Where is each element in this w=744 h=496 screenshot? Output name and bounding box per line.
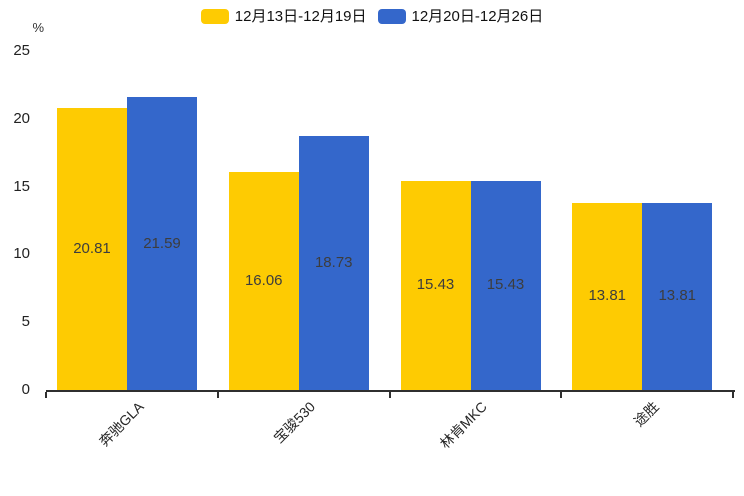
bar-value-label: 15.43: [486, 276, 525, 294]
x-axis-tick: [560, 392, 563, 398]
y-axis-tick-label: 10: [13, 245, 30, 263]
bar-value-label: 21.59: [143, 234, 181, 252]
legend: 12月13日-12月19日 12月20日-12月26日: [0, 8, 744, 25]
y-axis-tick-label: 15: [13, 177, 30, 195]
bar-value-label: 16.06: [244, 272, 283, 290]
bar-林肯MKC-series-1: 15.43: [400, 180, 471, 390]
bar-林肯MKC-series-2: 15.43: [470, 180, 541, 390]
x-axis-tick: [45, 392, 47, 398]
bar-奔驰GLA-series-2: 21.59: [127, 97, 197, 390]
bar-奔驰GLA-series-1: 20.81: [57, 107, 127, 390]
x-axis-tick: [732, 392, 734, 398]
legend-label: 12月13日-12月19日: [234, 8, 367, 25]
bar-value-label: 20.81: [73, 239, 111, 257]
y-axis-tick-label: 5: [21, 313, 30, 331]
legend-swatch-icon: [200, 9, 229, 24]
legend-item-series-2[interactable]: 12月20日-12月26日: [377, 8, 544, 25]
y-axis-tick-label: 25: [13, 42, 30, 60]
bar-途胜-series-2: 13.81: [642, 202, 713, 390]
x-axis-category-label: 宝骏530: [270, 398, 319, 447]
x-axis-tick: [388, 392, 391, 398]
x-axis-category-label: 奔驰GLA: [95, 398, 147, 450]
bar-value-label: 13.81: [658, 287, 697, 305]
bar-value-label: 13.81: [588, 287, 627, 305]
y-axis-unit-label: %: [32, 20, 44, 35]
x-axis-category-label: 林肯MKC: [436, 398, 491, 452]
legend-label: 12月20日-12月26日: [411, 8, 544, 25]
y-axis-tick-label: 0: [21, 381, 30, 398]
x-axis-tick: [216, 392, 219, 398]
bar-宝骏530-series-2: 18.73: [298, 136, 369, 390]
x-axis-line: [46, 390, 735, 392]
bar-value-label: 18.73: [314, 254, 353, 272]
legend-swatch-icon: [377, 9, 406, 24]
bar-途胜-series-1: 13.81: [572, 202, 643, 390]
legend-item-series-1[interactable]: 12月13日-12月19日: [200, 8, 367, 25]
x-axis-category-label: 途胜: [630, 398, 662, 430]
bar-value-label: 15.43: [416, 276, 455, 294]
y-axis-tick-label: 20: [13, 109, 30, 127]
bar-宝骏530-series-1: 16.06: [228, 172, 299, 390]
